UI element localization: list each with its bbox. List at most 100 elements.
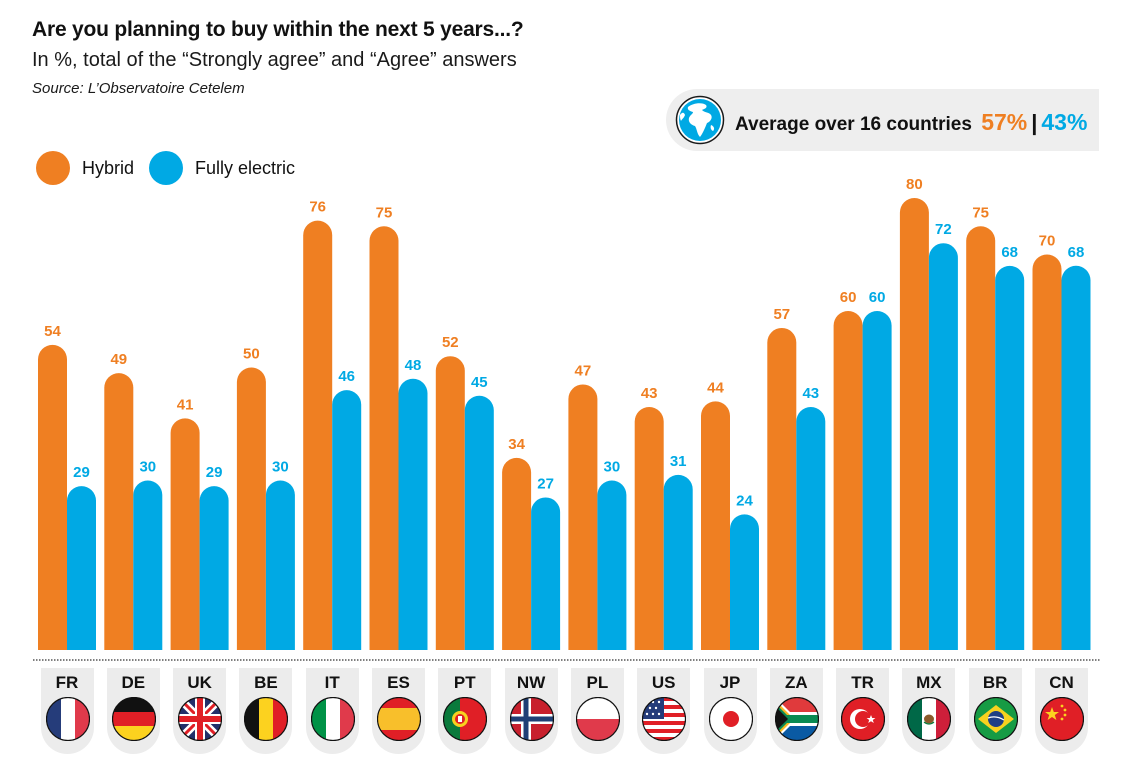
data-label-hybrid-pt: 52 — [442, 334, 459, 351]
bar-electric-br — [995, 265, 1025, 650]
globe-icon — [675, 95, 725, 145]
country-code-label: TR — [851, 673, 874, 692]
data-label-hybrid-pl: 47 — [575, 362, 592, 379]
bar-hybrid-br — [966, 226, 996, 651]
bar-hybrid-nw — [502, 457, 532, 650]
south-africa-flag-icon — [774, 696, 819, 742]
poland-flag-icon — [575, 696, 620, 742]
country-tab-pt: PT — [438, 668, 492, 754]
country-code-label: ES — [387, 673, 410, 692]
data-label-electric-tr: 60 — [869, 289, 886, 306]
bar-hybrid-be — [236, 367, 266, 650]
bar-electric-de — [133, 480, 163, 650]
data-label-electric-pt: 45 — [471, 374, 488, 391]
data-label-electric-cn: 68 — [1068, 244, 1085, 261]
country-tab-za: ZA — [769, 668, 823, 754]
data-label-hybrid-us: 43 — [641, 385, 658, 402]
average-hybrid-value: 57% — [981, 109, 1028, 135]
legend-label-electric: Fully electric — [195, 157, 296, 178]
data-label-hybrid-cn: 70 — [1039, 233, 1056, 250]
data-label-electric-mx: 72 — [935, 221, 952, 238]
data-label-hybrid-jp: 44 — [707, 379, 724, 396]
bar-hybrid-fr — [38, 344, 67, 650]
country-tab-es: ES — [372, 668, 425, 754]
country-tab-uk: UK — [173, 668, 227, 754]
data-label-hybrid-uk: 41 — [177, 396, 194, 413]
bar-electric-fr — [67, 486, 96, 650]
bar-electric-us — [663, 474, 693, 650]
country-tab-nw: NW — [504, 668, 558, 754]
average-summary: Average over 16 countries 57% | 43% — [666, 89, 1099, 151]
data-label-hybrid-za: 57 — [773, 306, 790, 323]
average-electric-value: 43% — [1041, 109, 1088, 135]
country-tab-cn: CN — [1035, 668, 1088, 754]
chart-subtitle: In %, total of the “Strongly agree” and … — [32, 49, 517, 71]
country-tab-pl: PL — [570, 668, 624, 754]
bar-hybrid-pt — [435, 356, 465, 650]
data-label-electric-za: 43 — [802, 385, 819, 402]
data-label-hybrid-es: 75 — [376, 204, 393, 221]
country-code-label: BR — [982, 673, 1008, 692]
bar-hybrid-jp — [701, 401, 730, 650]
chart-source: Source: L’Observatoire Cetelem — [32, 80, 245, 97]
data-label-hybrid-de: 49 — [110, 351, 127, 368]
bar-hybrid-pl — [568, 384, 598, 650]
bar-electric-pl — [597, 480, 627, 650]
country-code-label: US — [651, 673, 676, 692]
country-code-label: NW — [516, 673, 546, 692]
norway-flag-icon — [509, 696, 554, 742]
data-label-electric-us: 31 — [670, 453, 687, 470]
average-separator: | — [1031, 110, 1038, 135]
bar-electric-be — [265, 480, 295, 650]
data-label-electric-es: 48 — [405, 357, 422, 374]
data-label-electric-nw: 27 — [537, 475, 554, 492]
china-flag-icon — [1039, 696, 1085, 742]
data-label-hybrid-mx: 80 — [906, 176, 923, 193]
bar-electric-za — [796, 407, 826, 650]
data-label-hybrid-nw: 34 — [508, 436, 525, 453]
bar-hybrid-es — [369, 226, 399, 651]
data-label-hybrid-fr: 54 — [44, 323, 61, 340]
legend-label-hybrid: Hybrid — [82, 157, 135, 178]
country-code-label: ZA — [784, 673, 808, 692]
data-label-electric-br: 68 — [1001, 244, 1018, 261]
mexico-flag-icon — [907, 696, 952, 742]
bar-hybrid-de — [104, 373, 134, 650]
bar-hybrid-cn — [1032, 254, 1062, 650]
italy-flag-icon — [310, 696, 355, 742]
data-label-hybrid-tr: 60 — [840, 289, 857, 306]
bar-hybrid-mx — [899, 198, 929, 650]
france-flag-icon — [45, 696, 90, 742]
country-code-label: PT — [453, 673, 476, 692]
country-tab-us: US — [637, 668, 691, 754]
bar-electric-mx — [928, 243, 958, 650]
country-code-label: MX — [916, 673, 942, 692]
country-code-label: JP — [719, 673, 741, 692]
uk-flag-icon — [177, 696, 223, 742]
data-label-hybrid-br: 75 — [972, 204, 989, 221]
belgium-flag-icon — [244, 696, 289, 742]
data-label-hybrid-be: 50 — [243, 346, 260, 363]
data-label-electric-be: 30 — [272, 459, 289, 476]
bar-electric-pt — [464, 395, 494, 650]
legend: Hybrid Fully electric — [36, 151, 310, 185]
bar-hybrid-tr — [833, 311, 863, 650]
japan-flag-icon — [708, 696, 753, 742]
country-code-label: CN — [1049, 673, 1074, 692]
data-label-hybrid-it: 76 — [309, 199, 326, 216]
data-label-electric-fr: 29 — [73, 464, 90, 481]
usa-flag-icon — [642, 696, 687, 742]
data-label-electric-jp: 24 — [736, 492, 753, 509]
bar-hybrid-it — [303, 220, 333, 651]
bar-electric-cn — [1061, 265, 1091, 650]
country-tab-mx: MX — [902, 668, 956, 754]
country-code-label: IT — [324, 673, 340, 692]
country-tab-br: BR — [968, 668, 1022, 754]
bar-hybrid-za — [767, 327, 797, 650]
bar-electric-tr — [862, 311, 892, 650]
country-code-label: UK — [187, 673, 212, 692]
bar-electric-jp — [730, 514, 759, 650]
legend-swatch-hybrid — [36, 151, 70, 185]
bar-electric-nw — [531, 497, 561, 650]
